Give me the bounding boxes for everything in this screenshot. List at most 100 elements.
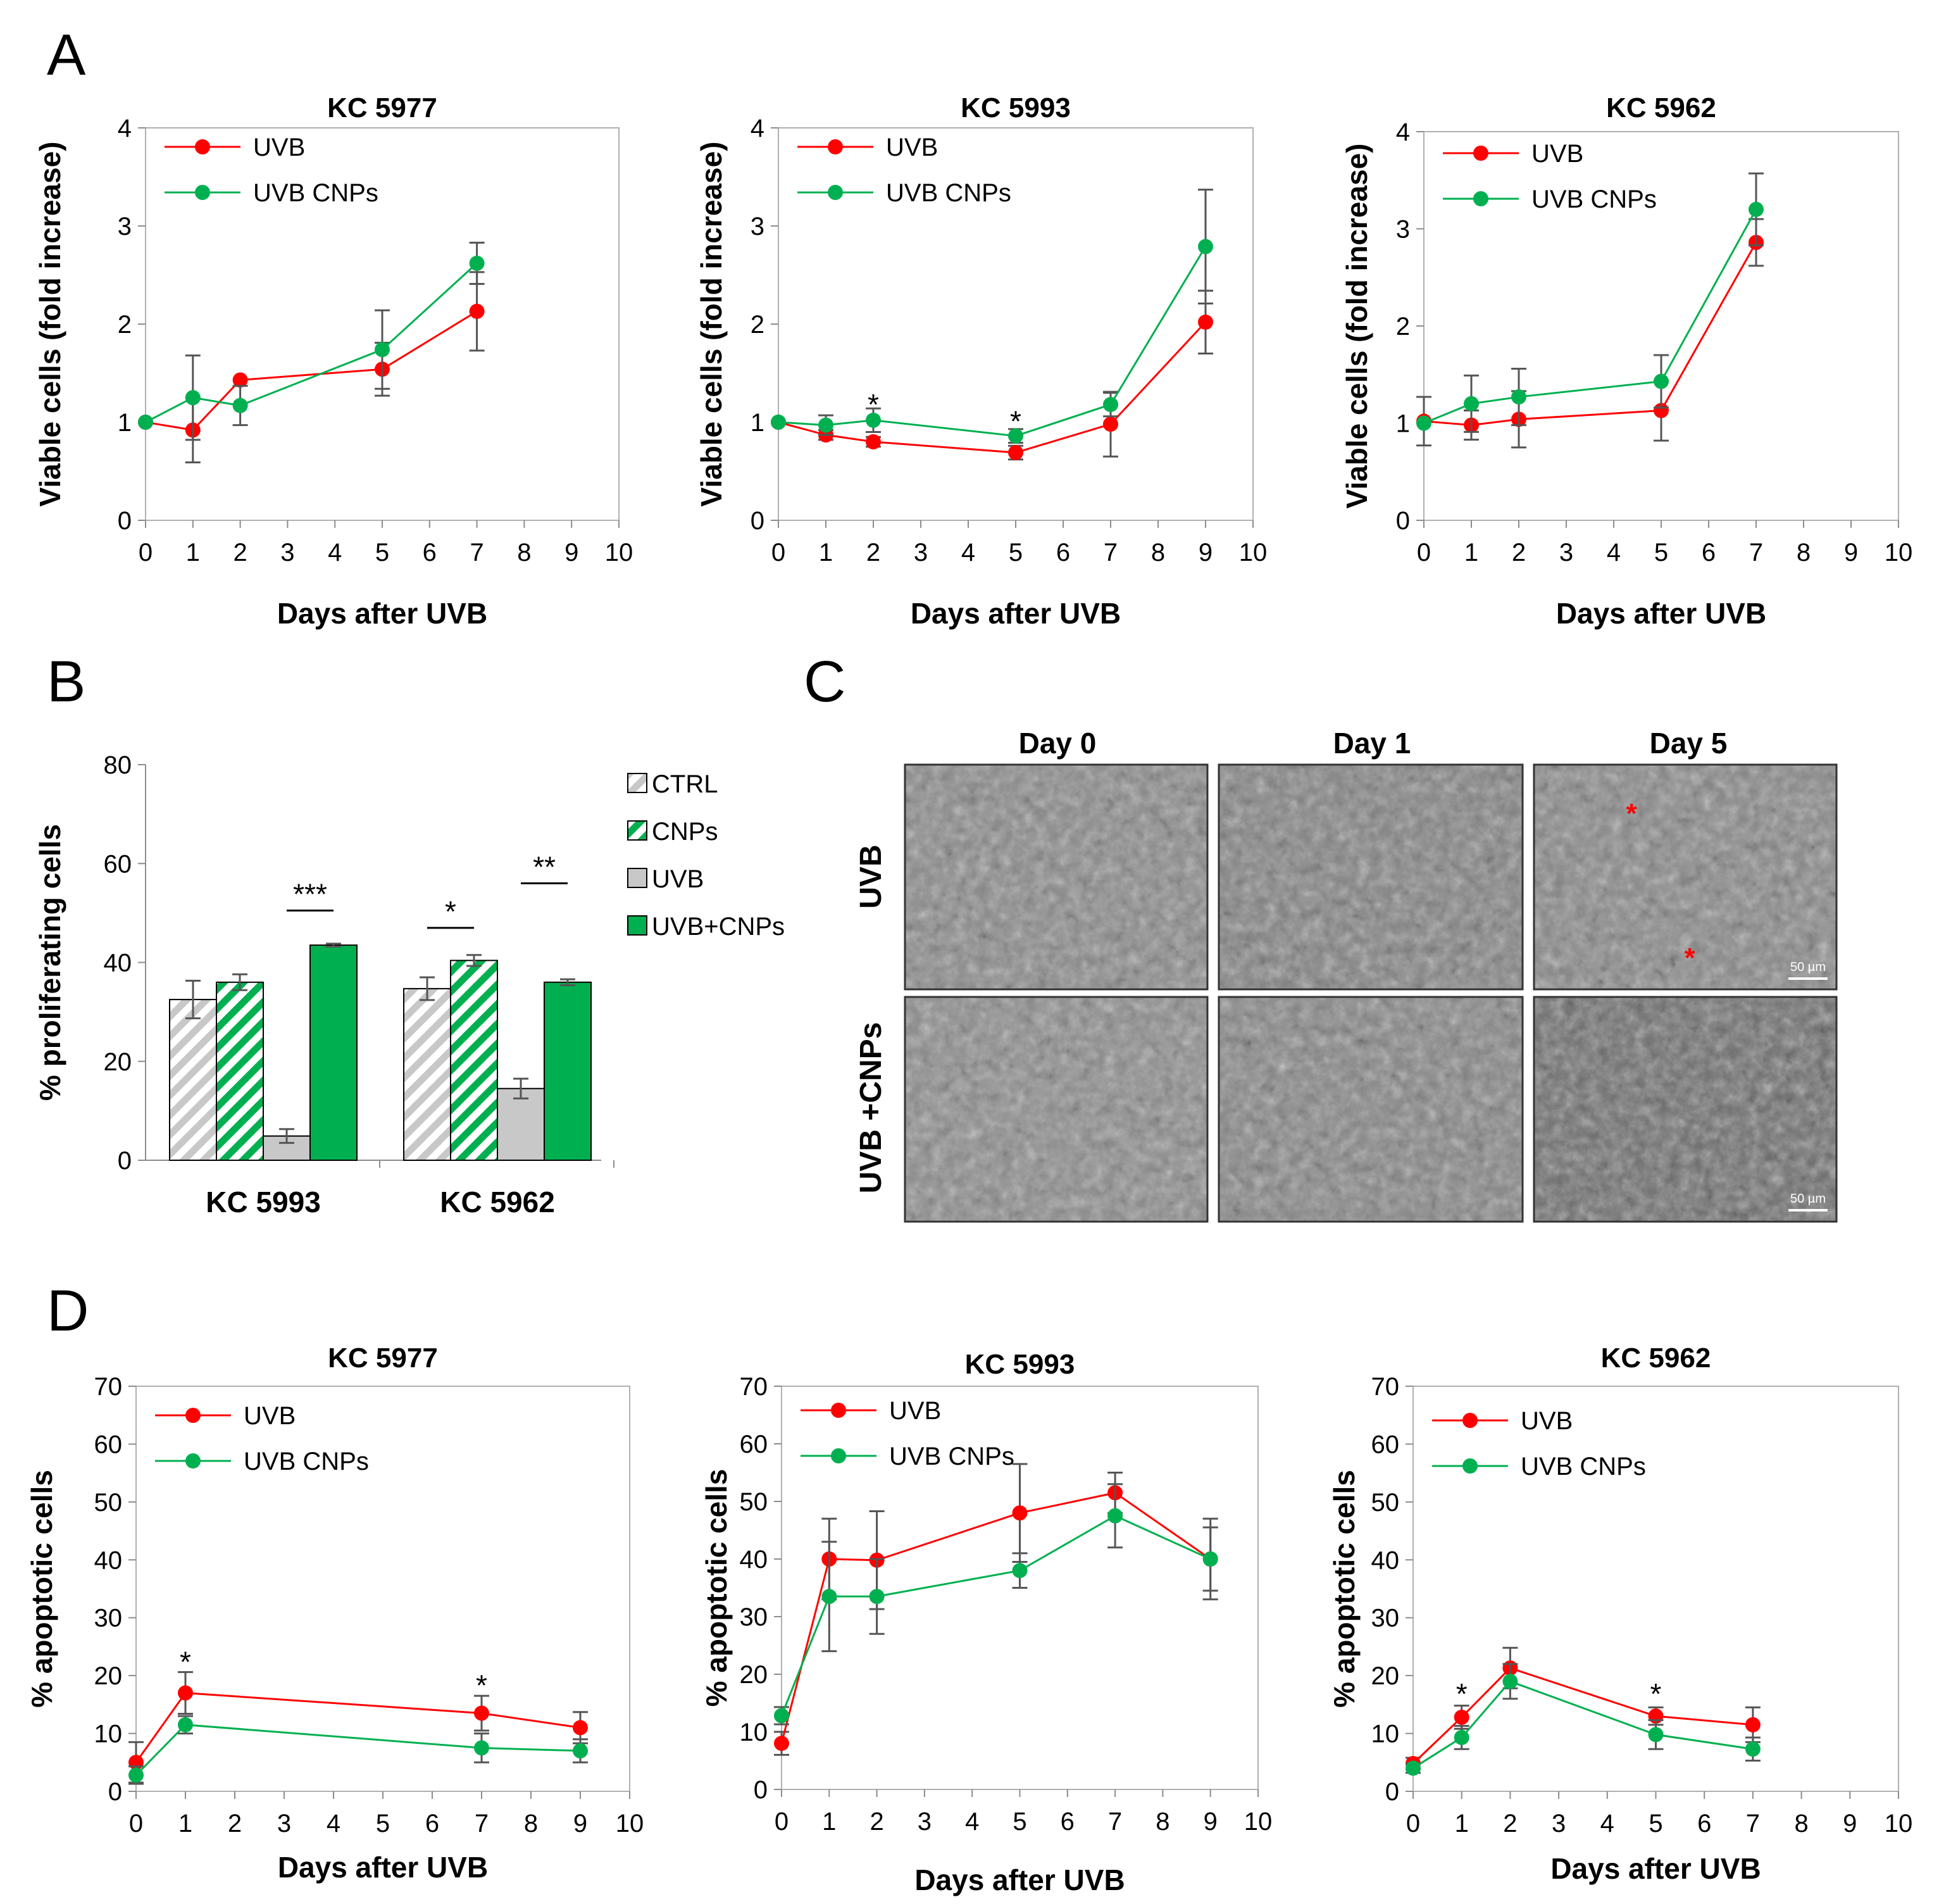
chart-a-kc5962: KC 5962 0 1 2 3 4 0 1 2 3 4 5 6 7 8 9 10 Days after UVB Vi… — [1340, 92, 1912, 630]
x-tick-label: 6 — [425, 1810, 439, 1838]
legend-marker — [1473, 146, 1488, 161]
data-point — [469, 255, 485, 271]
legend-swatch — [627, 820, 647, 841]
legend-swatch — [627, 773, 647, 793]
legend-marker — [1462, 1413, 1478, 1428]
data-point — [869, 1589, 885, 1605]
data-point — [774, 1708, 789, 1724]
data-point — [1745, 1717, 1761, 1732]
plot-frame — [1423, 131, 1899, 521]
series-uvb — [1416, 218, 1764, 449]
y-tick-label: 0 — [108, 1778, 122, 1806]
bar — [403, 987, 451, 1161]
series-line — [778, 321, 1207, 454]
y-tick-label: 2 — [118, 311, 132, 339]
x-tick-label: 4 — [1600, 1810, 1614, 1838]
x-tick-label: 1 — [1464, 539, 1478, 567]
micrograph-uvb-day0 — [904, 763, 1209, 991]
y-tick-label: 10 — [740, 1719, 768, 1746]
x-tick-label: 0 — [775, 1808, 789, 1836]
legend-label: UVB CNPs — [244, 1448, 369, 1475]
x-tick-label: 9 — [573, 1810, 587, 1838]
data-point — [1103, 416, 1118, 432]
category-label: KC 5962 — [440, 1186, 555, 1218]
x-tick-label: 8 — [524, 1810, 538, 1838]
x-tick-label: 2 — [1503, 1810, 1517, 1838]
y-tick-label: 3 — [118, 213, 132, 241]
x-tick-label: 9 — [1843, 1810, 1857, 1838]
data-point — [1202, 1551, 1218, 1567]
legend-swatch — [627, 915, 647, 936]
legend-marker — [185, 1453, 201, 1469]
series-uvb — [771, 289, 1213, 461]
data-point — [128, 1767, 144, 1783]
micrograph-uvbcnps-day1 — [1218, 996, 1524, 1223]
y-tick-label: 4 — [118, 115, 132, 142]
x-tick-label: 2 — [233, 539, 247, 567]
data-point — [573, 1720, 588, 1736]
x-tick-label: 3 — [1552, 1810, 1566, 1838]
chart-title: KC 5962 — [1601, 1343, 1711, 1374]
data-point — [178, 1717, 193, 1732]
data-point — [1008, 428, 1023, 444]
y-tick-label: 0 — [1385, 1778, 1399, 1806]
micrograph-uvbcnps-day5: 50 µm — [1533, 996, 1838, 1223]
bar — [309, 944, 358, 1161]
x-tick-label: 2 — [866, 539, 880, 567]
x-tick-label: 7 — [1104, 539, 1118, 567]
data-point — [1502, 1674, 1518, 1689]
series-line — [778, 246, 1207, 437]
series-line — [780, 1515, 1211, 1717]
micro-col-day1: Day 1 — [1333, 727, 1411, 760]
y-tick-label: 40 — [104, 949, 132, 977]
series-uvb-cnps — [1406, 1663, 1761, 1776]
data-point — [771, 415, 786, 430]
micro-marker-2: * — [1684, 943, 1695, 974]
data-point — [1008, 445, 1023, 461]
chart-title: KC 5962 — [1606, 92, 1716, 123]
y-tick-label: 30 — [1371, 1605, 1400, 1632]
legend-label: UVB — [253, 134, 305, 161]
x-tick-label: 7 — [1108, 1808, 1122, 1836]
x-tick-label: 4 — [328, 539, 342, 567]
x-tick-label: 7 — [475, 1810, 489, 1838]
plot-frame — [135, 1386, 630, 1792]
x-tick-label: 6 — [1061, 1808, 1075, 1836]
legend-marker — [1473, 191, 1488, 206]
y-tick-label: 40 — [1371, 1546, 1400, 1574]
data-point — [138, 415, 153, 430]
x-tick-label: 9 — [1844, 539, 1858, 567]
data-point — [1198, 239, 1213, 254]
y-tick-label: 3 — [751, 213, 764, 241]
data-point — [185, 390, 201, 406]
panel-label-d: D — [47, 1279, 89, 1343]
x-tick-label: 1 — [186, 539, 200, 567]
data-point — [1511, 389, 1526, 405]
panel-label-b: B — [47, 649, 85, 714]
x-tick-label: 7 — [1749, 539, 1763, 567]
y-tick-label: 60 — [1371, 1431, 1400, 1458]
chart-title: KC 5977 — [328, 1343, 438, 1374]
y-tick-label: 40 — [94, 1546, 123, 1574]
x-tick-label: 10 — [1239, 539, 1268, 567]
micro-row-uvb: UVB — [854, 844, 888, 908]
chart-title: KC 5977 — [327, 92, 437, 123]
bar — [216, 981, 264, 1161]
x-tick-label: 5 — [1649, 1810, 1662, 1838]
y-tick-label: 20 — [1371, 1662, 1400, 1690]
legend-marker — [831, 1448, 846, 1463]
data-point — [866, 434, 881, 449]
y-axis-label: % apoptotic cells — [1328, 1470, 1361, 1708]
y-tick-label: 1 — [118, 409, 132, 437]
legend-label: UVB — [244, 1402, 296, 1430]
y-tick-label: 10 — [94, 1720, 123, 1748]
series-uvb-cnps — [771, 189, 1213, 444]
x-tick-label: 1 — [1455, 1810, 1469, 1838]
series-uvb-cnps — [138, 241, 485, 441]
y-axis-label: % apoptotic cells — [700, 1469, 733, 1707]
y-tick-label: 50 — [94, 1489, 123, 1517]
panel-label-a: A — [47, 23, 86, 87]
significance-star: * — [476, 1669, 487, 1701]
series-uvb — [774, 1463, 1218, 1756]
y-tick-label: 70 — [94, 1373, 123, 1401]
